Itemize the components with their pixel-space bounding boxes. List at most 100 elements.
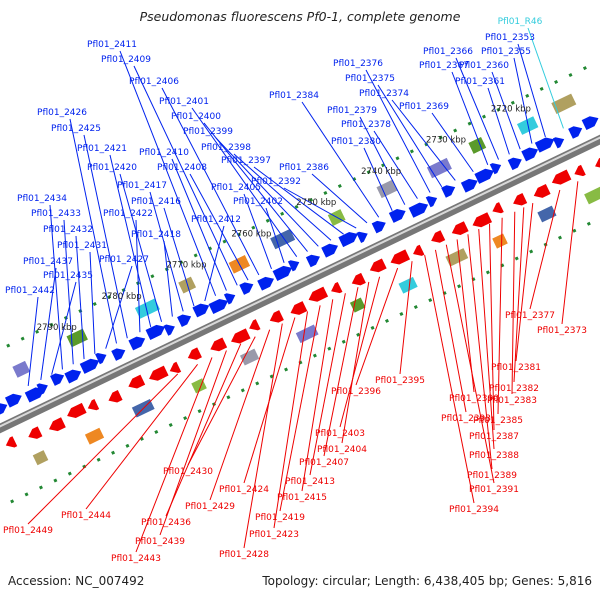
forward-gene-arrow	[460, 178, 478, 193]
feature-category-box	[134, 298, 160, 319]
axis-tick-label: 2750 kbp	[296, 198, 336, 208]
label-leader-line	[455, 57, 500, 160]
label-leader-line	[434, 249, 467, 413]
label-leader-line	[27, 373, 179, 525]
forward-gene-arrow	[95, 353, 107, 365]
genome-summary-text: Topology: circular; Length: 6,438,405 bp…	[262, 574, 592, 588]
label-leader-line	[105, 265, 133, 349]
gene-label-top: Pfl01_2411	[87, 40, 137, 50]
reverse-gene-arrow	[169, 361, 182, 374]
label-leader-line	[27, 296, 39, 387]
gene-label-top: Pfl01_2353	[485, 33, 535, 43]
gene-label-top: Pfl01_2378	[341, 120, 391, 130]
label-leader-line	[51, 281, 77, 375]
forward-gene-arrow	[534, 137, 555, 153]
label-leader-line	[451, 71, 489, 165]
reverse-gene-arrow	[231, 328, 251, 344]
label-leader-line	[527, 27, 564, 129]
label-leader-line	[89, 251, 96, 354]
gene-label-bottom: Pfl01_2395	[375, 376, 425, 386]
gene-label-top: Pfl01_2379	[327, 106, 377, 116]
reverse-gene-arrow	[369, 258, 387, 273]
label-leader-line	[517, 43, 546, 138]
reverse-gene-arrow	[574, 164, 586, 177]
gene-label-bottom: Pfl01_2449	[3, 526, 53, 536]
gene-label-bottom: Pfl01_2390	[449, 394, 499, 404]
gene-label-top: Pfl01_2400	[171, 112, 221, 122]
axis-tick-label: 2720 kbp	[491, 104, 531, 114]
forward-gene-arrow	[388, 209, 406, 223]
gene-label-top: Pfl01_2421	[77, 144, 127, 154]
gene-label-bottom: Pfl01_2424	[219, 485, 269, 495]
feature-category-box	[295, 324, 319, 344]
gene-label-top: Pfl01_2361	[455, 77, 505, 87]
gene-label-bottom: Pfl01_2385	[473, 416, 523, 426]
label-leader-line	[373, 130, 418, 199]
gene-label-top: Pfl01_2398	[201, 143, 251, 153]
forward-gene-arrow	[64, 369, 82, 384]
reverse-gene-arrow	[108, 389, 123, 403]
gene-label-bottom: Pfl01_2428	[219, 550, 269, 560]
axis-tick-label: 2760 kbp	[231, 229, 271, 239]
feature-category-box	[398, 276, 418, 294]
accession-text: Accession: NC_007492	[8, 574, 145, 588]
forward-gene-arrow	[489, 163, 502, 175]
label-leader-line	[75, 235, 85, 360]
forward-gene-arrow	[50, 373, 65, 386]
label-leader-line	[309, 293, 346, 476]
reverse-gene-arrow	[87, 399, 100, 411]
gene-label-bottom: Pfl01_2404	[317, 445, 367, 455]
gene-label-bottom: Pfl01_2389	[467, 471, 517, 481]
gene-label-bottom: Pfl01_2383	[487, 396, 537, 406]
reverse-gene-arrow	[513, 193, 528, 206]
label-leader-line	[133, 65, 238, 286]
gene-label-top: Pfl01_2406	[129, 77, 179, 87]
feature-track-layer	[0, 93, 600, 466]
forward-gene-arrow	[79, 358, 100, 374]
feature-category-box	[551, 93, 577, 114]
forward-gene-arrow	[338, 232, 358, 248]
forward-gene-arrow	[568, 126, 583, 139]
label-leader-line	[497, 217, 503, 415]
label-leader-line	[341, 281, 370, 444]
gene-label-top: Pfl01_2355	[481, 47, 531, 57]
forward-gene-arrow	[4, 393, 22, 408]
feature-category-box	[445, 248, 469, 267]
forward-gene-arrow	[507, 157, 522, 171]
gene-label-top: Pfl01_2422	[103, 209, 153, 219]
label-leader-line	[85, 364, 198, 510]
label-leader-line	[233, 153, 332, 241]
axis-tick-label: 2730 kbp	[426, 136, 466, 146]
label-leader-line	[191, 107, 298, 258]
gene-label-top: Pfl01_2401	[159, 97, 209, 107]
gene-label-bottom: Pfl01_2407	[299, 458, 349, 468]
feature-category-box	[584, 185, 600, 205]
label-leader-line	[487, 87, 510, 155]
gene-label-top: Pfl01_2360	[459, 61, 509, 71]
genome-title: Pseudomonas fluorescens Pf0-1, complete …	[139, 9, 461, 24]
gene-label-bottom: Pfl01_2443	[111, 554, 161, 564]
forward-gene-arrow	[192, 303, 210, 318]
label-leader-line	[491, 71, 521, 150]
gene-label-top: Pfl01_2432	[43, 225, 93, 235]
label-leader-line	[301, 299, 334, 492]
label-leader-line	[424, 254, 475, 504]
forward-gene-arrow	[208, 298, 229, 315]
feature-category-box	[492, 233, 508, 249]
genome-backbone-highlight	[0, 136, 600, 428]
gene-label-top: Pfl01_2376	[333, 59, 383, 69]
label-leader-line	[513, 207, 525, 383]
gene-label-bottom: Pfl01_2403	[315, 429, 365, 439]
reverse-gene-arrow	[5, 436, 18, 448]
feature-category-box	[270, 228, 296, 250]
label-leader-line	[339, 276, 381, 428]
reverse-gene-arrow	[472, 212, 493, 228]
gene-label-top: Pfl01_2418	[131, 230, 181, 240]
label-leader-line	[311, 173, 368, 224]
forward-gene-arrow	[441, 185, 456, 198]
forward-gene-arrow	[521, 147, 539, 162]
axis-tick-label: 2770 kbp	[166, 261, 206, 271]
reverse-gene-arrow	[390, 249, 411, 265]
label-leader-line	[355, 267, 399, 386]
label-layer: 2720 kbp 2730 kbp 2740 kbp 2750 kbp 2760 kbp…	[3, 17, 587, 564]
